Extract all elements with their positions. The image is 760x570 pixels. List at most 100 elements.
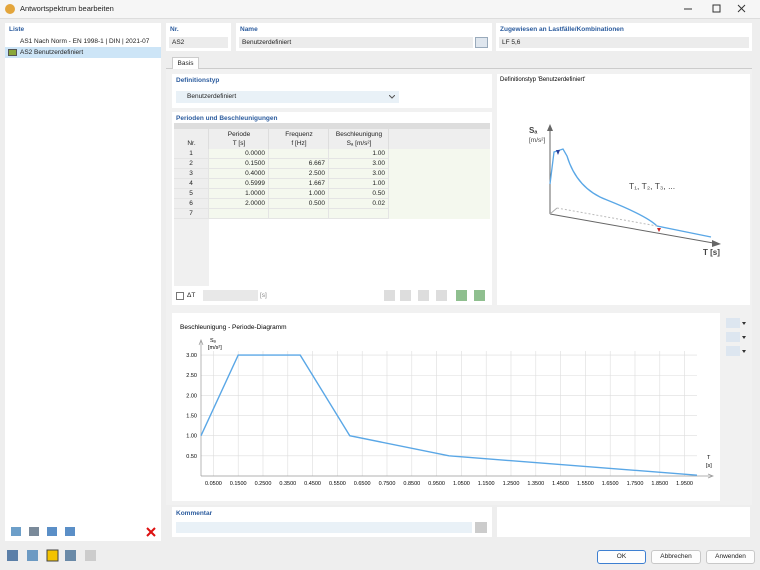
footer-toolbar[interactable] (5, 549, 100, 563)
column-header-text: T [s] (232, 140, 246, 147)
column-header: Frequenz f [Hz] (269, 129, 329, 149)
table-cell: 0.02 (329, 199, 389, 209)
x-tick-label: 1.8500 (651, 481, 668, 487)
column-header: Periode T [s] (209, 129, 269, 149)
x-tick-label: 1.0500 (453, 481, 470, 487)
window-title: Antwortspektrum bearbeiten (20, 4, 114, 13)
delta-t-field[interactable] (203, 290, 258, 301)
definition-panel: Definitionstyp Benutzerdefiniert (172, 74, 492, 108)
x-axis-unit: [s] (706, 463, 712, 469)
table-cell: 1.0000 (209, 189, 269, 199)
comment-field[interactable] (176, 522, 472, 533)
name-field[interactable]: Benutzerdefiniert (239, 37, 473, 48)
table-cell: 0.0000 (209, 149, 269, 159)
button[interactable]: Anwenden (706, 550, 755, 564)
comment-side-panel (497, 507, 750, 537)
preview-periods: T₁, T₂, T₃, ... (629, 181, 675, 191)
table-cell (269, 149, 329, 159)
comment-panel: Kommentar (172, 507, 492, 537)
table-cell: 2.0000 (209, 199, 269, 209)
delta-t-unit: [s] (260, 292, 267, 299)
name-edit-button[interactable] (475, 37, 488, 48)
list-item[interactable]: AS1 Nach Norm - EN 1998-1 | DIN | 2021-07 (5, 36, 161, 47)
table-header: Perioden und Beschleunigungen (176, 115, 278, 122)
preview-y-label: Sₐ (529, 126, 537, 135)
preview-x-label: T [s] (703, 248, 720, 257)
x-tick-label: 1.7500 (627, 481, 644, 487)
x-tick-label: 1.3500 (527, 481, 544, 487)
name-label: Name (240, 26, 258, 33)
app-icon (5, 4, 15, 14)
y-axis-unit: [m/s²] (208, 345, 222, 351)
y-tick-label: 1.00 (186, 434, 197, 440)
list-item-label: Nach Norm - EN 1998-1 | DIN | 2021-07 (34, 38, 150, 45)
tab[interactable]: Basis (172, 57, 199, 69)
table-panel: Perioden und Beschleunigungen Nr. Periode… (172, 112, 492, 305)
table-cell (209, 209, 269, 219)
comment-header: Kommentar (176, 510, 213, 517)
table-cell: 3 (174, 169, 209, 179)
window-controls[interactable] (680, 3, 755, 15)
x-tick-label: 0.3500 (279, 481, 296, 487)
list-item-label: Benutzerdefiniert (34, 49, 84, 56)
comment-button[interactable] (475, 522, 487, 533)
x-tick-label: 1.2500 (503, 481, 520, 487)
list-item-icon (8, 49, 17, 56)
preview-title: Definitionstyp 'Benutzerdefiniert' (500, 77, 585, 83)
table-cell: 1.667 (269, 179, 329, 189)
assigned-field: LF 5,6 (499, 37, 749, 48)
y-tick-label: 0.50 (186, 454, 197, 460)
table-cell: 1.00 (329, 179, 389, 189)
y-tick-label: 1.50 (186, 414, 197, 420)
chart-toolbar[interactable] (725, 317, 749, 361)
table-toolbar[interactable] (382, 289, 490, 302)
table-band (174, 123, 490, 129)
table-cell: 6.667 (269, 159, 329, 169)
y-tick-label: 2.50 (186, 373, 197, 379)
table-cell: 0.500 (269, 199, 329, 209)
x-tick-label: 0.1500 (230, 481, 247, 487)
nr-panel: Nr. AS2 (166, 23, 231, 51)
definition-dropdown[interactable]: Benutzerdefiniert (176, 91, 399, 103)
x-tick-label: 0.7500 (379, 481, 396, 487)
title-bar: Antwortspektrum bearbeiten (0, 0, 760, 19)
table-cell: 2.500 (269, 169, 329, 179)
list-toolbar[interactable] (9, 526, 159, 538)
name-panel: Name Benutzerdefiniert (236, 23, 492, 51)
table-cell: 1 (174, 149, 209, 159)
y-axis-arrow (198, 339, 204, 346)
delta-t-checkbox[interactable] (176, 292, 184, 300)
column-header-text: Sₐ [m/s²] (346, 140, 372, 147)
list-header: Liste (9, 26, 25, 33)
x-tick-label: 0.9500 (428, 481, 445, 487)
table-cell: 2 (174, 159, 209, 169)
list-item-id: AS1 (20, 38, 33, 45)
button[interactable]: Abbrechen (651, 550, 701, 564)
list-item[interactable]: AS2 Benutzerdefiniert (5, 47, 161, 58)
table-cell: 6 (174, 199, 209, 209)
nr-label: Nr. (170, 26, 179, 33)
y-tick-label: 2.00 (186, 393, 197, 399)
nr-field[interactable]: AS2 (169, 37, 228, 48)
table-cell: 5 (174, 189, 209, 199)
list-panel: Liste AS1 Nach Norm - EN 1998-1 | DIN | 2… (5, 23, 161, 541)
x-tick-label: 1.4500 (552, 481, 569, 487)
x-tick-label: 1.9500 (676, 481, 693, 487)
x-tick-label: 0.2500 (255, 481, 272, 487)
x-tick-label: 0.4500 (304, 481, 321, 487)
column-header (389, 129, 490, 149)
column-header: Nr. (174, 129, 209, 149)
column-header-text: Frequenz (285, 131, 313, 138)
chart-panel: Beschleunigung - Periode-Diagramm 0.50 1.0… (172, 313, 720, 501)
preview-y-unit: [m/s²] (529, 137, 545, 144)
button[interactable]: OK (597, 550, 646, 564)
table-cell: 1.00 (329, 149, 389, 159)
table-cell: 3.00 (329, 169, 389, 179)
table-cell: 0.50 (329, 189, 389, 199)
x-tick-label: 0.5500 (329, 481, 346, 487)
column-header-text: Beschleunigung (335, 131, 383, 138)
list-item-icon (8, 38, 17, 45)
table-cell (329, 209, 389, 219)
x-tick-label: 1.6500 (602, 481, 619, 487)
